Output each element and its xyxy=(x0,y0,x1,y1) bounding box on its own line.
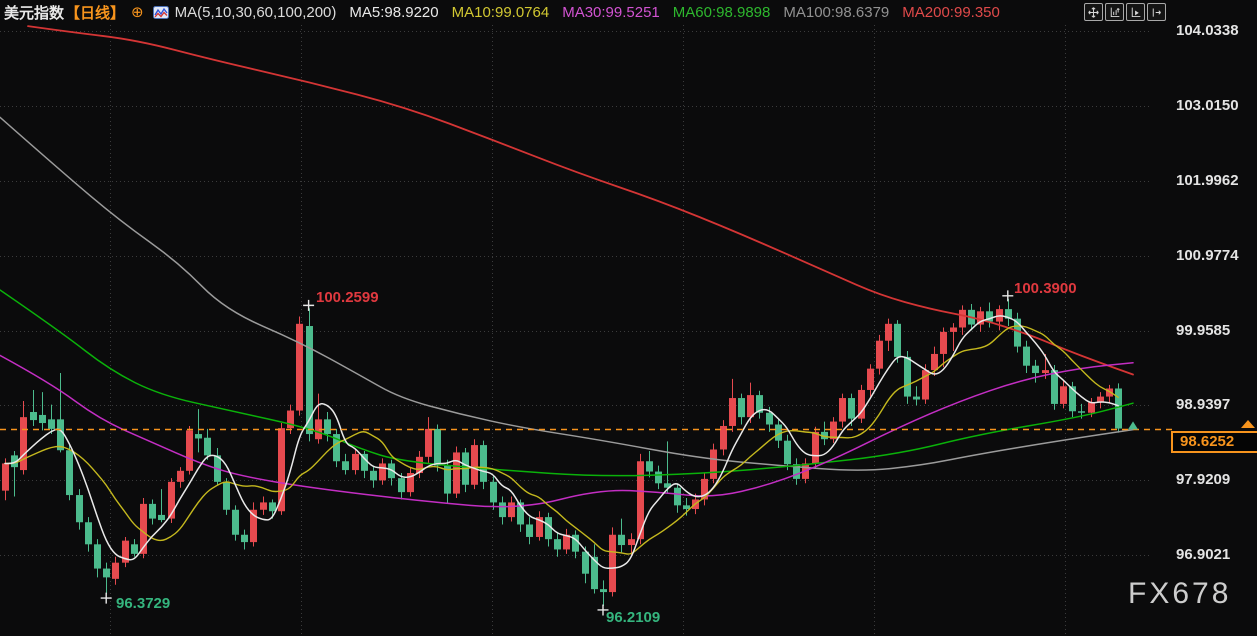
auto-play-icon[interactable] xyxy=(1126,3,1145,21)
y-axis-label: 100.9774 xyxy=(1176,246,1239,264)
ma-settings-label[interactable]: MA(5,10,30,60,100,200) xyxy=(174,3,337,21)
chart-header: 美元指数 【日线】 ⊕ MA(5,10,30,60,100,200) MA5:9… xyxy=(0,0,1257,24)
price-scale-icon[interactable] xyxy=(1105,3,1124,21)
jump-to-latest-icon[interactable] xyxy=(1147,3,1166,21)
y-axis-label: 97.9209 xyxy=(1176,471,1231,489)
y-axis-label: 103.0150 xyxy=(1176,96,1239,114)
extreme-price-annotation: 96.2109 xyxy=(606,609,661,626)
extreme-price-annotation: 100.3900 xyxy=(1014,280,1077,297)
chart-toolbar xyxy=(1084,3,1166,21)
pan-icon[interactable] xyxy=(1084,3,1103,21)
extreme-price-annotation: 100.2599 xyxy=(316,289,379,306)
price-up-arrow-icon xyxy=(1241,420,1255,428)
y-axis-label: 101.9962 xyxy=(1176,171,1239,189)
expand-icon[interactable]: ⊕ xyxy=(131,4,144,21)
ma5-value: MA5:98.9220 xyxy=(349,3,439,21)
y-axis-label: 99.9585 xyxy=(1176,321,1231,339)
last-price-tag: 98.6252 xyxy=(1171,431,1257,453)
extreme-price-annotation: 96.3729 xyxy=(116,595,171,612)
y-axis-label: 104.0338 xyxy=(1176,22,1239,39)
y-axis-label: 96.9021 xyxy=(1176,546,1231,564)
ma60-value: MA60:98.9898 xyxy=(672,3,771,21)
ma200-value: MA200:99.350 xyxy=(902,3,1000,21)
ma10-value: MA10:99.0764 xyxy=(451,3,550,21)
chart-type-icon[interactable] xyxy=(152,5,169,19)
watermark: FX678 xyxy=(1128,577,1232,610)
symbol-name: 美元指数 xyxy=(4,4,65,22)
y-axis-label: 98.9397 xyxy=(1176,396,1231,414)
timeframe-label[interactable]: 【日线】 xyxy=(65,4,126,22)
ma100-value: MA100:98.6379 xyxy=(783,3,890,21)
ma30-value: MA30:99.5251 xyxy=(562,3,660,21)
